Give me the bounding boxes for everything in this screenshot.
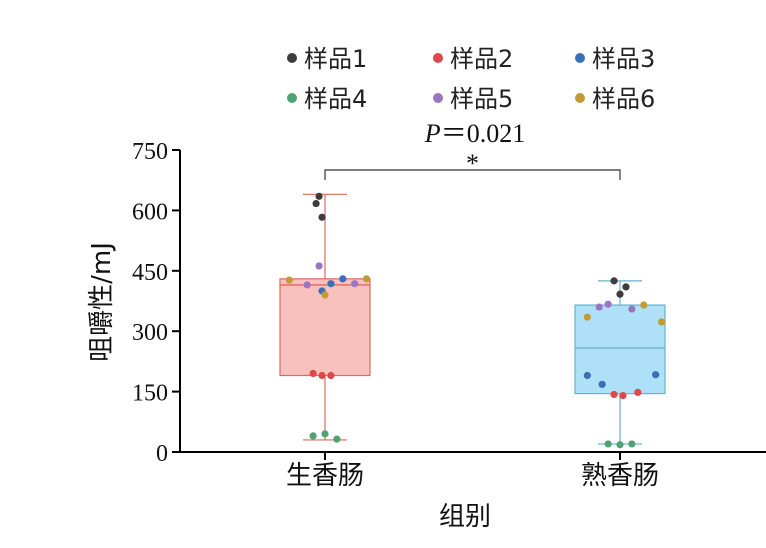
p-value: ＝0.021 <box>441 119 526 148</box>
p-value-label: P＝0.021 <box>424 119 525 148</box>
y-tick-label-300: 300 <box>132 320 168 346</box>
y-axis-title: 咀嚼性/mJ <box>87 242 117 362</box>
box-1 <box>279 193 371 441</box>
legend-label-1: 样品1 <box>304 45 367 73</box>
boxes <box>279 193 666 445</box>
legend-marker-3 <box>575 53 585 63</box>
x-axis-title: 组别 <box>439 502 491 532</box>
legend-label-3: 样品3 <box>592 45 655 73</box>
point-sample-5 <box>315 262 323 270</box>
point-sample-6 <box>362 275 371 283</box>
point-sample-2 <box>327 371 335 380</box>
p-symbol: P <box>424 119 441 148</box>
data-points <box>285 192 666 449</box>
point-sample-2 <box>318 371 326 380</box>
x-tick-label-1: 生香肠 <box>286 461 364 491</box>
legend-label-2: 样品2 <box>450 45 513 73</box>
y-tick-label-600: 600 <box>132 199 168 225</box>
point-sample-3 <box>583 371 591 380</box>
point-sample-1 <box>318 213 326 221</box>
point-sample-4 <box>616 441 624 449</box>
point-sample-1 <box>610 277 618 285</box>
significance-annotation: P＝0.021 * <box>324 119 621 180</box>
point-sample-2 <box>309 369 317 378</box>
point-sample-2 <box>610 390 618 399</box>
box-body <box>574 304 666 395</box>
legend-label-5: 样品5 <box>450 85 513 113</box>
point-sample-6 <box>583 313 591 321</box>
point-sample-4 <box>604 440 612 448</box>
legend-marker-5 <box>433 93 443 103</box>
point-sample-6 <box>285 276 293 284</box>
point-sample-3 <box>339 275 347 283</box>
y-tick-label-450: 450 <box>132 260 168 286</box>
legend-label-6: 样品6 <box>592 85 655 113</box>
point-sample-6 <box>321 291 329 299</box>
point-sample-4 <box>321 430 329 438</box>
y-tick-label-750: 750 <box>132 139 168 165</box>
legend: 样品1 样品2 样品3 样品4 样品5 样品6 <box>287 45 655 113</box>
point-sample-1 <box>616 290 624 298</box>
point-sample-4 <box>333 435 341 443</box>
y-tick-label-150: 150 <box>132 381 168 407</box>
point-sample-1 <box>312 199 320 208</box>
legend-marker-4 <box>287 93 297 103</box>
point-sample-3 <box>598 380 606 388</box>
point-sample-1 <box>622 283 630 291</box>
point-sample-2 <box>619 392 627 400</box>
point-sample-2 <box>634 388 642 397</box>
point-sample-4 <box>628 440 636 448</box>
point-sample-5 <box>604 300 612 308</box>
point-sample-5 <box>628 305 636 313</box>
point-sample-6 <box>657 318 666 326</box>
x-tick-label-2: 熟香肠 <box>581 461 659 491</box>
point-sample-5 <box>303 281 311 289</box>
significance-star: * <box>466 149 479 178</box>
point-sample-4 <box>309 432 317 440</box>
legend-label-4: 样品4 <box>304 85 367 113</box>
legend-marker-6 <box>575 93 585 103</box>
point-sample-1 <box>315 192 323 200</box>
point-sample-3 <box>652 371 660 379</box>
box-2 <box>574 280 666 445</box>
y-tick-label-0: 0 <box>156 441 168 467</box>
point-sample-5 <box>595 303 603 311</box>
legend-marker-1 <box>287 53 297 63</box>
legend-marker-2 <box>433 53 443 63</box>
axes: 0 150 300 450 600 750 生香肠 熟香肠 <box>132 139 766 491</box>
significance-bracket <box>324 169 621 180</box>
point-sample-3 <box>327 280 335 288</box>
point-sample-6 <box>640 301 648 309</box>
point-sample-5 <box>351 280 359 288</box>
